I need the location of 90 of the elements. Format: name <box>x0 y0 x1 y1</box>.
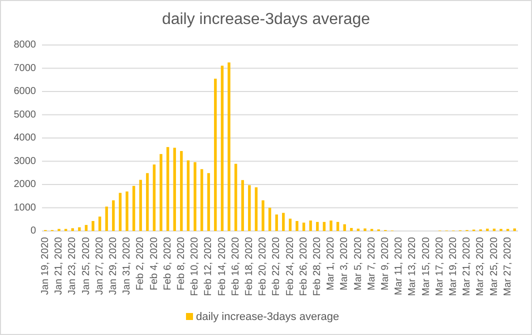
y-tick-label: 8000 <box>14 40 36 51</box>
bar <box>173 148 176 231</box>
bar <box>78 227 81 231</box>
bar <box>112 200 115 231</box>
bar <box>118 192 122 231</box>
bar <box>296 221 298 231</box>
bar <box>262 200 264 231</box>
x-tick-label: Feb 28, 2020 <box>312 236 324 296</box>
x-tick-label: Mar 13, 2020 <box>407 236 418 296</box>
bar <box>71 228 74 231</box>
x-tick-label: Mar 27, 2020 <box>502 236 514 296</box>
x-tick-label: Mar 23, 2020 <box>475 236 486 296</box>
bar <box>228 62 230 231</box>
y-tick-label: 0 <box>30 226 36 237</box>
y-tick-label: 3000 <box>14 156 36 167</box>
x-tick-label: Jan 29, 2020 <box>108 236 120 295</box>
bar <box>220 66 224 231</box>
bar <box>139 180 142 231</box>
x-tick-label: Jan 21, 2020 <box>54 236 65 295</box>
y-tick-label: 2000 <box>14 179 36 190</box>
bar <box>288 218 292 231</box>
x-tick-label: Feb 20, 2020 <box>258 236 269 296</box>
x-tick-label: Mar 21, 2020 <box>462 236 473 296</box>
bar <box>105 206 108 231</box>
x-tick-label: Jan 31, 2020 <box>122 236 133 295</box>
x-tick-label: Mar 1, 2020 <box>326 236 337 290</box>
bar <box>322 222 326 231</box>
y-tick-label: 4000 <box>14 132 36 144</box>
x-tick-label: Jan 27, 2020 <box>94 236 106 295</box>
x-tick-label: Feb 26, 2020 <box>298 236 310 296</box>
x-tick-label: Mar 5, 2020 <box>352 236 364 290</box>
bar <box>92 221 94 231</box>
x-tick-label: Mar 7, 2020 <box>366 236 378 290</box>
x-tick-label: Feb 16, 2020 <box>230 236 242 296</box>
x-tick-label: Mar 9, 2020 <box>380 236 392 290</box>
bar <box>275 214 278 231</box>
bar <box>84 224 88 231</box>
bar <box>200 169 204 231</box>
x-tick-label: Feb 22, 2020 <box>271 236 282 296</box>
x-tick-label: Feb 10, 2020 <box>190 236 201 296</box>
bar <box>254 187 258 231</box>
x-tick-label: Feb 2, 2020 <box>135 236 146 290</box>
x-tick-label: Feb 12, 2020 <box>203 236 214 296</box>
bar <box>350 228 353 231</box>
bar <box>234 164 238 231</box>
x-tick-label: Feb 24, 2020 <box>284 236 296 296</box>
bar <box>132 186 136 231</box>
bar <box>336 222 340 231</box>
chart-title: daily increase-3days average <box>162 11 370 28</box>
y-tick-label: 6000 <box>14 86 36 98</box>
y-tick-label: 7000 <box>14 62 36 74</box>
bar <box>207 173 210 231</box>
bar <box>126 191 128 231</box>
bar <box>309 220 312 231</box>
bar <box>152 164 156 231</box>
x-tick-label: Mar 11, 2020 <box>394 236 405 296</box>
x-tick-label: Jan 25, 2020 <box>80 236 92 295</box>
bar <box>214 78 217 231</box>
x-tick-label: Feb 18, 2020 <box>244 236 256 296</box>
x-tick-label: Feb 4, 2020 <box>148 236 160 290</box>
bar <box>302 222 306 231</box>
bar <box>343 224 346 231</box>
x-tick-label: Feb 8, 2020 <box>176 236 188 290</box>
x-tick-label: Mar 19, 2020 <box>448 236 460 296</box>
bar <box>282 212 285 231</box>
bar <box>194 162 196 231</box>
x-tick-label: Feb 6, 2020 <box>162 236 174 290</box>
bar <box>98 216 102 231</box>
bar <box>160 154 162 231</box>
bar <box>513 228 516 231</box>
x-tick-label: Mar 25, 2020 <box>488 236 500 296</box>
bar <box>268 208 272 231</box>
x-tick-label: Mar 17, 2020 <box>434 236 446 296</box>
bar <box>364 228 366 231</box>
bar <box>248 185 251 231</box>
bar <box>146 173 149 231</box>
y-tick-label: 1000 <box>14 202 36 214</box>
x-tick-label: Mar 3, 2020 <box>339 236 350 290</box>
legend-label: daily increase-3days average <box>196 310 340 323</box>
bar <box>330 220 332 231</box>
bar <box>166 147 170 231</box>
y-tick-label: 5000 <box>14 109 36 120</box>
x-tick-label: Feb 14, 2020 <box>216 236 228 296</box>
x-tick-label: Jan 23, 2020 <box>67 236 78 295</box>
x-tick-label: Jan 19, 2020 <box>40 236 52 295</box>
bar <box>241 180 244 231</box>
bar <box>180 151 183 231</box>
x-tick-label: Mar 15, 2020 <box>420 236 432 296</box>
bar <box>316 222 319 231</box>
bar <box>186 160 190 231</box>
